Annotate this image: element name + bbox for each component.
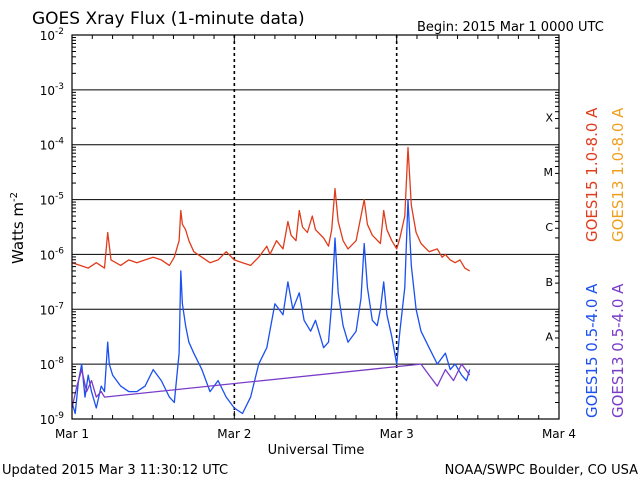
y-tick-exponent: -4 xyxy=(55,137,64,147)
y-tick-exponent: -2 xyxy=(55,27,64,37)
x-axis-label: Universal Time xyxy=(268,443,365,458)
y-tick-label: 10-5 xyxy=(40,192,64,208)
y-tick-exponent: -8 xyxy=(55,356,64,366)
y-tick-base: 10 xyxy=(40,248,55,262)
x-tick-label: Mar 1 xyxy=(55,427,89,441)
series-line-2 xyxy=(71,198,471,415)
x-tick-label: Mar 2 xyxy=(217,427,251,441)
flare-class-label: A xyxy=(545,331,553,344)
series-line-0 xyxy=(71,146,471,272)
y-tick-exponent: -6 xyxy=(55,246,64,256)
y-axis-label-main: Watts m xyxy=(9,202,27,264)
footer-credit: NOAA/SWPC Boulder, CO USA xyxy=(445,463,638,478)
y-tick-base: 10 xyxy=(40,29,55,43)
y-tick-base: 10 xyxy=(40,84,55,98)
legend-goes13-short: GOES13 0.5-4.0 A xyxy=(609,283,627,418)
y-tick-label: 10-3 xyxy=(40,82,64,98)
begin-label: Begin: 2015 Mar 1 0000 UTC xyxy=(417,20,604,35)
legend-goes15-short: GOES15 0.5-4.0 A xyxy=(583,283,601,418)
flare-class-label: M xyxy=(544,166,554,179)
legend-goes15-long: GOES15 1.0-8.0 A xyxy=(583,107,601,242)
y-tick-label: 10-8 xyxy=(40,356,65,372)
x-tick-label: Mar 4 xyxy=(542,427,576,441)
y-tick-base: 10 xyxy=(40,139,55,153)
y-axis-label-sup: -2 xyxy=(9,192,20,202)
y-axis-label: Watts m-2 xyxy=(9,192,27,264)
flare-class-label: C xyxy=(545,221,553,234)
y-tick-label: 10-6 xyxy=(40,246,65,262)
legend-goes13-long: GOES13 1.0-8.0 A xyxy=(609,107,627,242)
x-tick-label: Mar 3 xyxy=(380,427,414,441)
y-tick-label: 10-9 xyxy=(40,411,65,427)
tick-layer xyxy=(71,35,560,419)
chart-title: GOES Xray Flux (1-minute data) xyxy=(32,9,305,29)
y-tick-exponent: -9 xyxy=(55,411,64,421)
grid-layer xyxy=(72,35,559,419)
y-tick-base: 10 xyxy=(40,194,55,208)
flare-class-label: B xyxy=(545,276,553,289)
footer-updated: Updated 2015 Mar 3 11:30:12 UTC xyxy=(2,463,228,478)
series-layer xyxy=(71,146,471,415)
series-line-3 xyxy=(71,363,471,409)
y-tick-exponent: -3 xyxy=(55,82,64,92)
y-tick-base: 10 xyxy=(40,413,55,427)
y-tick-base: 10 xyxy=(40,303,55,317)
y-tick-exponent: -7 xyxy=(55,301,64,311)
y-tick-label: 10-7 xyxy=(40,301,64,317)
flare-class-label: X xyxy=(545,111,553,124)
y-tick-label: 10-4 xyxy=(40,137,65,153)
y-tick-label: 10-2 xyxy=(40,27,64,43)
y-tick-exponent: -5 xyxy=(55,192,64,202)
y-tick-base: 10 xyxy=(40,358,55,372)
